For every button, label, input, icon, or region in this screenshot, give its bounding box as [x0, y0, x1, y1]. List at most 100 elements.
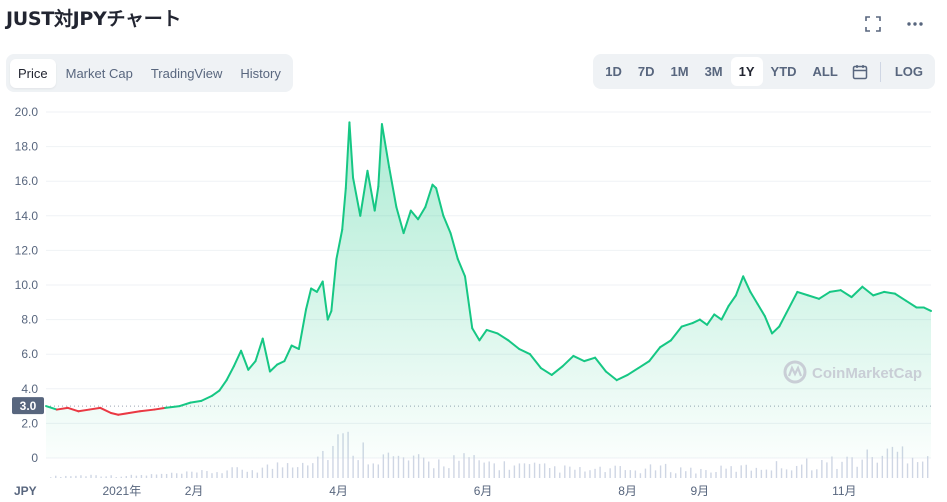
volume-bar: [407, 460, 410, 478]
volume-bar: [352, 455, 354, 478]
volume-bar: [856, 466, 858, 478]
volume-bar: [896, 451, 899, 478]
volume-bar: [911, 457, 914, 478]
volume-bar: [881, 455, 884, 478]
volume-bar: [155, 474, 158, 478]
volume-bar: [518, 463, 521, 478]
log-toggle[interactable]: LOG: [894, 64, 923, 79]
price-line-segment: [225, 365, 235, 382]
volume-bar: [806, 458, 808, 478]
price-line-segment: [518, 348, 532, 356]
volume-bar: [150, 474, 153, 478]
volume-bar: [322, 450, 324, 478]
range-3m[interactable]: 3M: [704, 64, 723, 79]
volume-bar: [654, 470, 657, 478]
volume-bar: [95, 475, 97, 478]
volume-bar: [700, 468, 702, 478]
price-line-segment: [785, 290, 799, 314]
volume-bar: [649, 464, 652, 478]
volume-bar: [765, 469, 768, 478]
volume-bar: [680, 467, 682, 478]
price-line-segment: [626, 367, 640, 376]
price-line-segment: [344, 121, 351, 190]
y-tick-label: 16.0: [15, 174, 39, 188]
price-line-segment: [402, 209, 412, 235]
volume-bar: [317, 456, 319, 478]
volume-bar: [594, 468, 596, 478]
price-line-segment: [839, 289, 853, 299]
price-line-segment: [756, 303, 766, 318]
price-line-segment: [561, 354, 575, 368]
volume-bar: [498, 470, 500, 478]
price-line-segment: [456, 258, 467, 278]
price-line-segment: [261, 337, 271, 373]
x-tick-label: 6月: [474, 484, 493, 498]
price-line-segment: [637, 360, 651, 370]
price-line-segment: [883, 290, 896, 295]
range-1d[interactable]: 1D: [605, 64, 622, 79]
volume-bar: [261, 467, 264, 478]
volume-bar: [463, 453, 465, 478]
range-7d[interactable]: 7D: [637, 64, 655, 79]
price-line-segment: [268, 363, 279, 373]
volume-bar: [70, 476, 72, 478]
price-line-segment: [409, 209, 420, 221]
price-line-segment: [254, 337, 264, 363]
price-line-segment: [698, 318, 709, 326]
volume-bar: [251, 470, 254, 478]
watermark-text: CoinMarketCap: [812, 365, 922, 382]
volume-bar: [367, 464, 369, 478]
volume-bar: [624, 470, 626, 478]
volume-bar: [392, 456, 395, 478]
volume-bar: [165, 473, 168, 478]
volume-bar: [291, 467, 294, 478]
volume-bar: [735, 471, 737, 478]
volume-bar: [362, 442, 364, 478]
current-price-label: 3.0: [20, 399, 37, 413]
more-icon[interactable]: [905, 14, 925, 34]
range-all[interactable]: ALL: [812, 64, 838, 79]
price-line-segment: [727, 294, 737, 307]
volume-bar: [276, 462, 279, 478]
volume-bar: [559, 472, 561, 478]
range-ytd[interactable]: YTD: [770, 64, 797, 79]
volume-bar: [538, 463, 541, 478]
tab-history[interactable]: History: [240, 65, 281, 81]
volume-bar: [181, 473, 183, 478]
currency-label: JPY: [14, 484, 37, 498]
volume-bar: [125, 476, 128, 478]
current-price-badge: [12, 397, 44, 415]
calendar-icon[interactable]: [846, 58, 874, 86]
price-line-segment: [128, 410, 141, 415]
volume-bar: [397, 455, 400, 478]
volume-bar: [569, 466, 571, 478]
tab-price[interactable]: Price: [10, 58, 56, 88]
volume-bar: [387, 452, 390, 478]
volume-bar: [312, 463, 314, 478]
volume-bar: [916, 462, 919, 478]
price-line-segment: [117, 412, 131, 416]
range-selector: 1D 7D 1M 3M 1Y YTD ALL LOG: [593, 54, 935, 89]
range-1y[interactable]: 1Y: [730, 57, 763, 86]
price-line-segment: [283, 344, 293, 363]
volume-bar: [619, 466, 621, 478]
price-line-segment: [335, 228, 344, 261]
tab-market-cap[interactable]: Market Cap: [65, 65, 133, 81]
volume-bar: [186, 471, 188, 478]
fullscreen-icon[interactable]: [863, 14, 883, 34]
volume-bar: [816, 469, 818, 478]
volume-bar: [533, 462, 536, 478]
volume-bar: [614, 465, 616, 478]
price-line-segment: [922, 306, 932, 312]
x-tick-label: 8月: [618, 484, 637, 498]
volume-bar: [145, 475, 148, 478]
volume-bar: [901, 446, 904, 478]
volume-bar: [327, 460, 329, 478]
volume-bar: [256, 472, 259, 478]
price-area: [46, 122, 931, 458]
range-1m[interactable]: 1M: [670, 64, 689, 79]
price-line-segment: [828, 289, 842, 293]
volume-bar: [307, 465, 309, 478]
volume-bar: [206, 471, 208, 478]
tab-tradingview[interactable]: TradingView: [150, 65, 223, 81]
